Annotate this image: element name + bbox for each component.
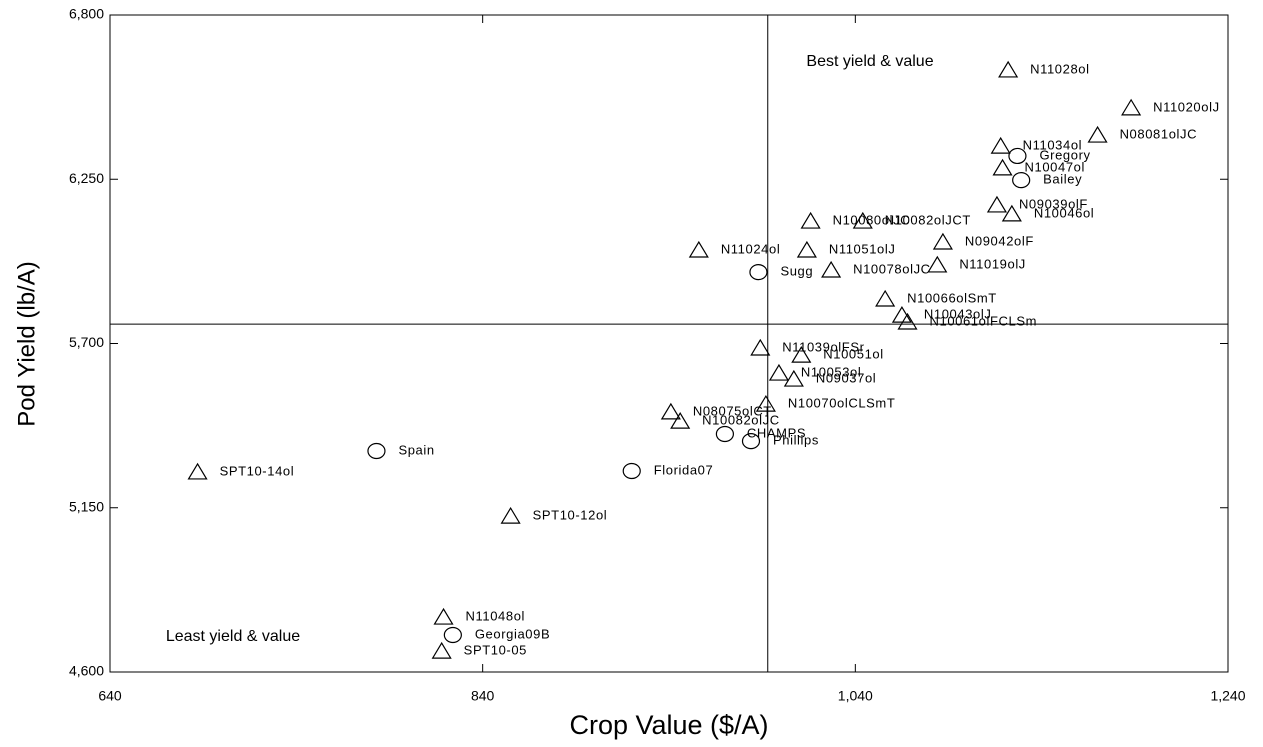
point (622, 462, 641, 480)
point (875, 289, 896, 307)
y-tick-label: 6,800 (69, 6, 104, 22)
point-label: N08081olJC (1120, 126, 1198, 141)
point-label: N11020olJ (1153, 99, 1220, 114)
point (660, 402, 681, 420)
point-label: Florida07 (654, 462, 714, 477)
point (187, 462, 208, 480)
point-label: SPT10-12ol (533, 508, 608, 523)
point-label: CHAMPS (747, 425, 806, 440)
point (1008, 147, 1027, 165)
point (1001, 204, 1022, 222)
point-label: SPT10-14ol (220, 463, 295, 478)
plot-frame (109, 14, 1229, 673)
point-label: N11051olJ (829, 241, 896, 256)
point-label: N09042olF (965, 233, 1034, 248)
point (992, 158, 1013, 176)
point (1087, 125, 1108, 143)
point (749, 264, 768, 281)
point (433, 607, 454, 625)
point-label: Bailey (1043, 172, 1082, 187)
point-label: N09037ol (816, 370, 876, 385)
point-label: Phillips (773, 433, 819, 448)
point (800, 211, 821, 229)
point (367, 442, 386, 460)
point (990, 136, 1011, 154)
point-label: N11024ol (721, 241, 781, 256)
point (741, 433, 761, 450)
point (821, 260, 842, 278)
point (1121, 98, 1142, 116)
point-label: N10082olJCT (885, 212, 971, 227)
y-tick-label: 5,700 (69, 334, 104, 350)
point (796, 240, 817, 258)
x-tick-label: 840 (471, 688, 495, 704)
point (500, 506, 521, 524)
point (791, 345, 812, 363)
point-label: N11048ol (466, 608, 525, 623)
x-axis-label: Crop Value ($/A) (569, 710, 768, 740)
annotation: Least yield & value (166, 628, 300, 645)
y-tick-label: 4,600 (69, 663, 104, 679)
point (891, 305, 912, 323)
point (750, 338, 771, 356)
point-label: N10080olJC (833, 212, 911, 227)
point-label: N08075olCT (693, 403, 772, 418)
point (768, 363, 789, 381)
point (755, 394, 776, 412)
point-label: SPT10-05 (464, 643, 527, 658)
point-label: N10061olFCLSm (930, 313, 1038, 328)
point (852, 211, 873, 229)
point-label: N10070olCLSmT (788, 396, 896, 411)
x-tick-label: 1,040 (838, 688, 873, 704)
point-label: N09039olF (1019, 196, 1088, 211)
point-label: N10082olJC (702, 413, 780, 428)
point-label: N10066olSmT (907, 290, 997, 305)
point (986, 195, 1008, 213)
point-label: Gregory (1039, 147, 1090, 162)
point-label: N11034ol (1023, 138, 1083, 153)
point (998, 60, 1019, 78)
point (431, 641, 452, 659)
point (670, 411, 691, 429)
y-tick-label: 6,250 (69, 170, 104, 186)
point (897, 312, 918, 330)
point-label: N11019olJ (959, 256, 1026, 271)
point-label: N11028ol (1030, 61, 1090, 76)
point-label: N10043olJ (924, 307, 992, 322)
x-tick-label: 1,240 (1210, 688, 1245, 704)
point-label: Sugg (780, 264, 813, 279)
y-tick-label: 5,150 (69, 498, 104, 514)
point-label: Georgia09B (475, 626, 550, 641)
point-label: N10053ol (801, 365, 861, 380)
y-axis-label: Pod Yield (lb/A) (13, 261, 40, 426)
point (927, 255, 948, 273)
point (688, 240, 709, 258)
point (1012, 172, 1031, 189)
point-label: Spain (398, 442, 434, 457)
point-label: N10047ol (1025, 159, 1085, 174)
point-label: N10078olJC (853, 261, 931, 276)
point-label: N10046ol (1034, 205, 1094, 220)
annotation: Best yield & value (806, 53, 933, 70)
point (932, 232, 953, 250)
point (783, 369, 804, 387)
point-label: N10051ol (823, 347, 883, 362)
x-tick-label: 640 (98, 688, 122, 704)
point (443, 626, 462, 644)
point (715, 425, 735, 443)
